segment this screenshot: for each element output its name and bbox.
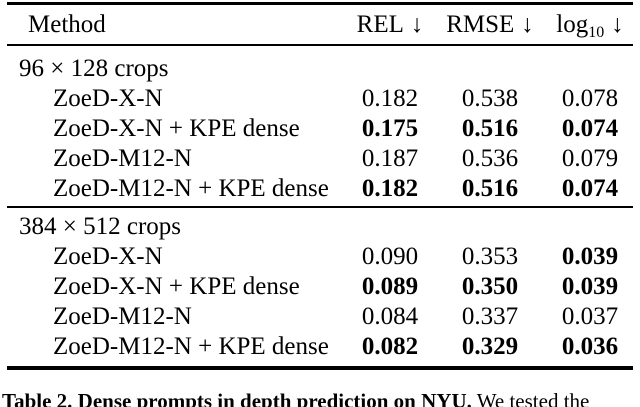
method-cell: ZoeD-X-N <box>53 85 163 112</box>
rel-value: 0.089 <box>361 273 419 300</box>
method-cell: ZoeD-M12-N <box>53 303 192 330</box>
log10-value: 0.037 <box>561 303 619 330</box>
method-cell: ZoeD-M12-N + KPE dense <box>53 175 329 202</box>
log10-subscript: 10 <box>588 23 605 41</box>
method-cell: ZoeD-M12-N <box>53 145 192 172</box>
header-separator-rule <box>7 44 633 46</box>
caption-text: We tested the <box>476 389 590 407</box>
table-row: ZoeD-X-N 0.090 0.353 0.039 <box>0 242 640 272</box>
table-top-rule <box>7 2 633 5</box>
rmse-value: 0.538 <box>461 85 519 112</box>
section-separator-rule <box>7 206 633 208</box>
column-header-log10: log10 ↓ <box>540 10 640 41</box>
column-header-rmse-label: RMSE <box>446 10 515 38</box>
rmse-value: 0.329 <box>461 333 519 360</box>
log10-value: 0.074 <box>561 175 619 202</box>
log10-value: 0.036 <box>561 333 619 360</box>
rel-value: 0.182 <box>361 85 419 112</box>
section-384x512: 384 × 512 crops ZoeD-X-N 0.090 0.353 0.0… <box>0 208 640 362</box>
rel-value: 0.182 <box>361 175 419 202</box>
table-row: ZoeD-M12-N + KPE dense 0.082 0.329 0.036 <box>0 332 640 362</box>
method-cell: ZoeD-M12-N + KPE dense <box>53 333 329 360</box>
rmse-value: 0.516 <box>461 175 519 202</box>
down-arrow-icon: ↓ <box>611 10 624 38</box>
method-cell: ZoeD-X-N + KPE dense <box>53 115 300 142</box>
caption-title: Dense prompts in depth prediction on NYU… <box>77 389 472 407</box>
log10-value: 0.039 <box>561 243 619 270</box>
column-header-rmse: RMSE ↓ <box>440 11 540 39</box>
section-title: 96 × 128 crops <box>19 55 169 82</box>
table-header-row: Method REL ↓ RMSE ↓ log10 ↓ <box>0 5 640 44</box>
table-row: ZoeD-M12-N + KPE dense 0.182 0.516 0.074 <box>0 174 640 204</box>
table-row: ZoeD-X-N 0.182 0.538 0.078 <box>0 84 640 114</box>
column-header-rel-label: REL <box>356 10 404 38</box>
caption-label: Table 2. <box>2 389 73 407</box>
section-title: 384 × 512 crops <box>19 213 181 240</box>
table-bottom-rule <box>7 366 633 370</box>
method-cell: ZoeD-X-N + KPE dense <box>53 273 300 300</box>
rel-value: 0.187 <box>361 145 419 172</box>
rmse-value: 0.350 <box>461 273 519 300</box>
table-caption: Table 2. Dense prompts in depth predicti… <box>2 388 640 407</box>
log10-value: 0.074 <box>561 115 619 142</box>
rmse-value: 0.337 <box>461 303 519 330</box>
log10-value: 0.079 <box>561 145 619 172</box>
rmse-value: 0.536 <box>461 145 519 172</box>
section-title-row: 96 × 128 crops <box>0 54 640 84</box>
down-arrow-icon: ↓ <box>521 10 534 38</box>
rel-value: 0.175 <box>361 115 419 142</box>
table-row: ZoeD-X-N + KPE dense 0.175 0.516 0.074 <box>0 114 640 144</box>
table-row: ZoeD-X-N + KPE dense 0.089 0.350 0.039 <box>0 272 640 302</box>
method-cell: ZoeD-X-N <box>53 243 163 270</box>
rel-value: 0.082 <box>361 333 419 360</box>
rel-value: 0.090 <box>361 243 419 270</box>
log10-value: 0.039 <box>561 273 619 300</box>
column-header-log10-label: log <box>556 10 589 38</box>
rmse-value: 0.353 <box>461 243 519 270</box>
log10-value: 0.078 <box>561 85 619 112</box>
table-row: ZoeD-M12-N 0.187 0.536 0.079 <box>0 144 640 174</box>
column-header-method: Method <box>28 10 106 38</box>
down-arrow-icon: ↓ <box>410 10 424 38</box>
rel-value: 0.084 <box>361 303 419 330</box>
section-96x128: 96 × 128 crops ZoeD-X-N 0.182 0.538 0.07… <box>0 46 640 204</box>
rmse-value: 0.516 <box>461 115 519 142</box>
column-header-rel: REL ↓ <box>340 11 440 39</box>
section-title-row: 384 × 512 crops <box>0 212 640 242</box>
table-row: ZoeD-M12-N 0.084 0.337 0.037 <box>0 302 640 332</box>
